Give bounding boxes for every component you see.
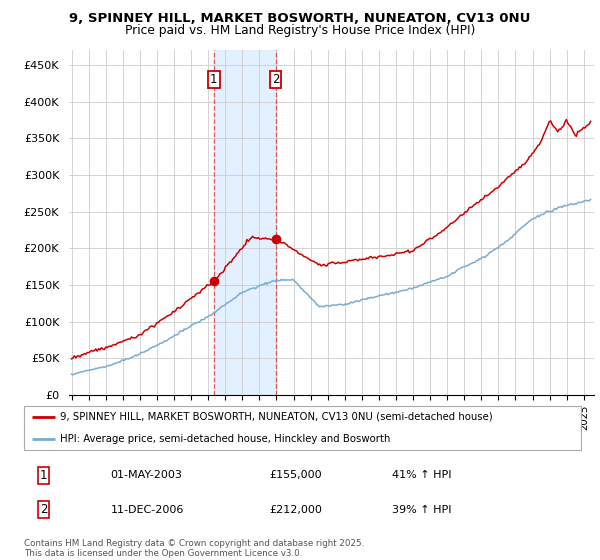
Bar — [214, 50, 275, 395]
Text: 9, SPINNEY HILL, MARKET BOSWORTH, NUNEATON, CV13 0NU: 9, SPINNEY HILL, MARKET BOSWORTH, NUNEAT… — [70, 12, 530, 25]
Text: 41% ↑ HPI: 41% ↑ HPI — [392, 470, 452, 480]
Text: £212,000: £212,000 — [269, 505, 322, 515]
Text: HPI: Average price, semi-detached house, Hinckley and Bosworth: HPI: Average price, semi-detached house,… — [60, 434, 391, 444]
Text: Contains HM Land Registry data © Crown copyright and database right 2025.
This d: Contains HM Land Registry data © Crown c… — [24, 539, 364, 558]
Text: 1: 1 — [210, 73, 218, 86]
Text: 11-DEC-2006: 11-DEC-2006 — [110, 505, 184, 515]
Text: 2: 2 — [40, 503, 47, 516]
Text: 39% ↑ HPI: 39% ↑ HPI — [392, 505, 452, 515]
Text: Price paid vs. HM Land Registry's House Price Index (HPI): Price paid vs. HM Land Registry's House … — [125, 24, 475, 36]
Text: 9, SPINNEY HILL, MARKET BOSWORTH, NUNEATON, CV13 0NU (semi-detached house): 9, SPINNEY HILL, MARKET BOSWORTH, NUNEAT… — [60, 412, 493, 422]
FancyBboxPatch shape — [24, 406, 581, 450]
Text: 2: 2 — [272, 73, 280, 86]
Text: £155,000: £155,000 — [269, 470, 322, 480]
Text: 1: 1 — [40, 469, 47, 482]
Text: 01-MAY-2003: 01-MAY-2003 — [110, 470, 182, 480]
